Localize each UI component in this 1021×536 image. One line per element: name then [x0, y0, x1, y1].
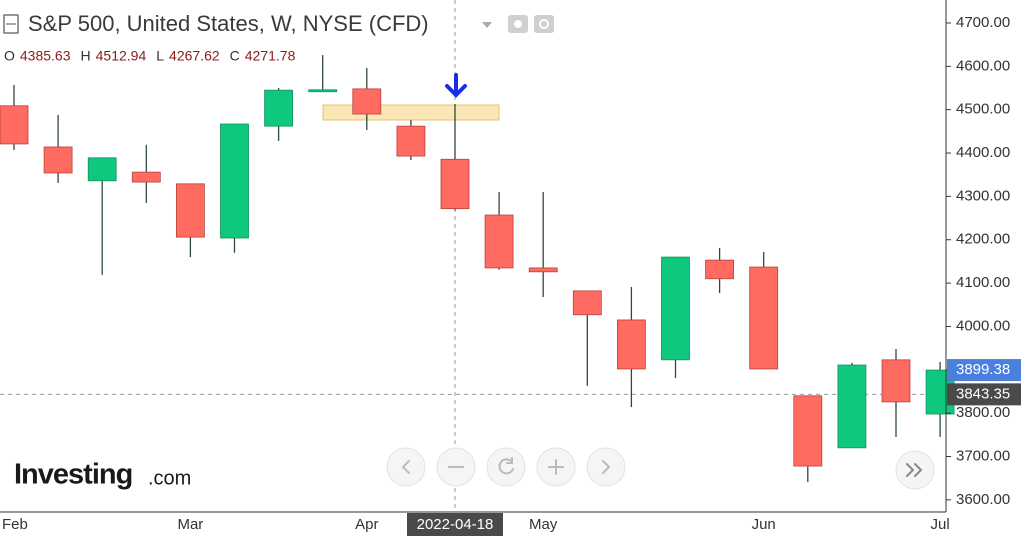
legend-value: 4512.94: [96, 48, 147, 64]
candle-body: [43, 146, 73, 174]
collapse-icon[interactable]: [3, 14, 19, 34]
y-tick-label: 3700.00: [956, 447, 1010, 464]
legend-value: 4271.78: [245, 48, 296, 64]
settings-icon[interactable]: [534, 15, 554, 33]
last-price-label: 3899.38: [956, 361, 1010, 378]
right-icon: [602, 460, 611, 474]
candle-body: [528, 267, 558, 273]
candle-body: [617, 319, 646, 370]
scroll-left-button[interactable]: [386, 447, 426, 487]
plus-icon: [548, 459, 564, 475]
candle-body: [793, 395, 823, 467]
x-tick-label: Mar: [177, 516, 203, 533]
y-tick-label: 3800.00: [956, 404, 1010, 421]
y-tick-label: 4700.00: [956, 14, 1010, 31]
x-tick-label: Feb: [2, 516, 28, 533]
y-tick-label: 4300.00: [956, 187, 1010, 204]
legend-label: C: [230, 48, 240, 64]
annotation-box: [322, 104, 500, 121]
dropdown-icon[interactable]: [482, 22, 492, 28]
x-tick-label: Jun: [752, 516, 776, 533]
x-tick-label: May: [529, 516, 558, 533]
y-tick-label: 4600.00: [956, 57, 1010, 74]
y-tick-label: 4500.00: [956, 101, 1010, 118]
legend-value: 4385.63: [20, 48, 71, 64]
nav-icons: [401, 457, 923, 477]
candle-body: [175, 183, 205, 238]
ohlc-legend: O 4385.63 H 4512.94 L 4267.62 C 4271.78: [4, 48, 296, 64]
candle-body: [661, 256, 690, 361]
reset-button[interactable]: [486, 447, 526, 487]
last-price-tag: [947, 359, 1021, 382]
candle-body: [131, 171, 161, 183]
candle-body: [87, 157, 117, 182]
legend-label: L: [156, 48, 164, 64]
reset-icon: [498, 457, 514, 475]
candle-body: [352, 88, 382, 115]
eye-icon-pupil: [514, 20, 522, 28]
y-tick-label: 3600.00: [956, 491, 1010, 508]
legend-label: H: [81, 48, 91, 64]
left-icon: [401, 460, 410, 474]
crosshair-date-tag: [407, 513, 503, 536]
y-tick-label: 4400.00: [956, 144, 1010, 161]
candle-body: [264, 89, 294, 127]
crosshair-price-tag: [947, 383, 1021, 406]
legend-label: O: [4, 48, 15, 64]
candle-body: [396, 125, 426, 157]
crosshair-price-label: 3843.35: [956, 385, 1010, 402]
candle-body: [572, 290, 602, 316]
arrow-marker: [445, 73, 467, 98]
candle-body: [0, 105, 29, 145]
x-tick-label: Apr: [355, 516, 378, 533]
chart-title: S&P 500, United States, W, NYSE (CFD): [28, 11, 429, 36]
candle-body: [220, 123, 249, 239]
logo-name: Investing: [14, 459, 132, 491]
settings-icon-gear: [539, 19, 549, 29]
nav-buttons: [386, 447, 935, 490]
candle-body: [308, 89, 338, 93]
x-tick-label: Jul: [931, 516, 950, 533]
crosshair-date-label: 2022-04-18: [417, 516, 494, 533]
plot-area: [0, 0, 955, 512]
legend-value: 4267.62: [169, 48, 220, 64]
scroll-right-button[interactable]: [586, 447, 626, 487]
scroll-end-button[interactable]: [895, 450, 935, 490]
logo-suffix: .com: [148, 467, 191, 489]
y-tick-label: 4000.00: [956, 317, 1010, 334]
y-tick-label: 4100.00: [956, 274, 1010, 291]
candle-body: [440, 158, 470, 210]
candle-body: [881, 359, 911, 403]
candle-body: [749, 266, 779, 370]
y-tick-label: 4200.00: [956, 231, 1010, 248]
end-icon: [906, 463, 923, 477]
candle-body: [705, 259, 734, 280]
candle-body: [837, 364, 867, 449]
candle-body: [484, 214, 514, 269]
